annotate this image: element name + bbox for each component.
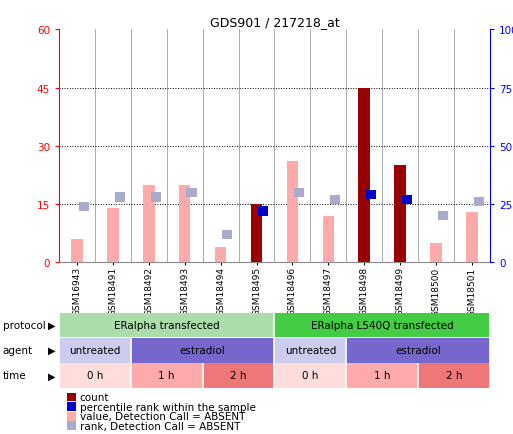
Bar xyxy=(131,363,203,388)
Text: count: count xyxy=(80,392,109,402)
Text: 0 h: 0 h xyxy=(302,371,319,381)
Bar xyxy=(215,247,226,263)
Text: ▶: ▶ xyxy=(48,345,55,355)
Text: 1 h: 1 h xyxy=(159,371,175,381)
Text: 0 h: 0 h xyxy=(87,371,103,381)
Text: untreated: untreated xyxy=(69,345,121,355)
Bar xyxy=(346,338,490,363)
Bar xyxy=(79,202,89,211)
Bar xyxy=(59,338,131,363)
Text: time: time xyxy=(3,371,26,381)
Bar xyxy=(107,208,119,263)
Bar xyxy=(274,338,346,363)
Bar xyxy=(258,207,268,216)
Bar xyxy=(114,193,125,202)
Bar xyxy=(59,313,274,338)
Bar xyxy=(323,216,334,263)
Bar xyxy=(438,211,448,221)
Text: ERalpha transfected: ERalpha transfected xyxy=(114,320,220,330)
Bar xyxy=(402,195,412,204)
Text: value, Detection Call = ABSENT: value, Detection Call = ABSENT xyxy=(80,411,245,421)
Text: 1 h: 1 h xyxy=(374,371,390,381)
Text: percentile rank within the sample: percentile rank within the sample xyxy=(80,402,255,411)
Text: agent: agent xyxy=(3,345,33,355)
Bar xyxy=(274,363,346,388)
Text: ▶: ▶ xyxy=(48,371,55,381)
Bar xyxy=(430,243,442,263)
Bar xyxy=(222,230,232,240)
Bar xyxy=(203,363,274,388)
Bar xyxy=(330,195,340,204)
Bar xyxy=(59,363,131,388)
Bar xyxy=(346,363,418,388)
Bar xyxy=(179,185,190,263)
Bar xyxy=(366,191,376,200)
Text: 2 h: 2 h xyxy=(446,371,462,381)
Bar xyxy=(186,188,196,197)
Bar xyxy=(71,240,83,263)
Text: ERalpha L540Q transfected: ERalpha L540Q transfected xyxy=(311,320,453,330)
Text: 2 h: 2 h xyxy=(230,371,247,381)
Text: rank, Detection Call = ABSENT: rank, Detection Call = ABSENT xyxy=(80,421,240,431)
Title: GDS901 / 217218_at: GDS901 / 217218_at xyxy=(210,16,339,29)
Bar xyxy=(287,162,298,263)
Text: protocol: protocol xyxy=(3,320,45,330)
Text: estradiol: estradiol xyxy=(395,345,441,355)
Text: estradiol: estradiol xyxy=(180,345,226,355)
Bar xyxy=(143,185,154,263)
Bar xyxy=(418,363,490,388)
Bar xyxy=(251,204,262,263)
Bar xyxy=(294,188,304,197)
Bar xyxy=(473,197,484,207)
Bar xyxy=(466,212,478,263)
Bar xyxy=(274,313,490,338)
Text: ▶: ▶ xyxy=(48,320,55,330)
Text: untreated: untreated xyxy=(285,345,336,355)
Bar xyxy=(394,166,406,263)
Bar xyxy=(151,193,161,202)
Bar xyxy=(131,338,274,363)
Bar xyxy=(359,89,370,263)
